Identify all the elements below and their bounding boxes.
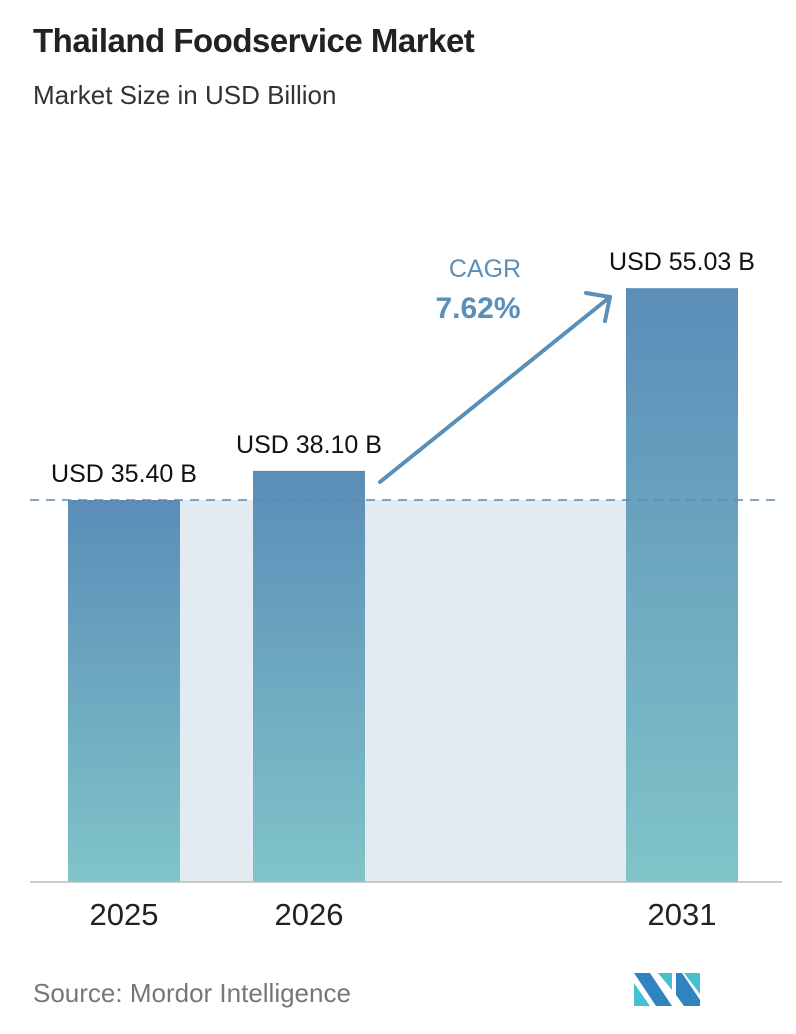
x-tick-2025: 2025: [90, 897, 159, 932]
cagr-value: 7.62%: [435, 292, 520, 325]
bar-2031: [626, 288, 738, 882]
data-label-2025: USD 35.40 B: [51, 460, 197, 488]
data-label-2031: USD 55.03 B: [609, 248, 755, 276]
cagr-arrow-icon: [378, 291, 612, 484]
mordor-logo-icon: [634, 973, 700, 1006]
baseline-band: [180, 500, 626, 882]
source-note: Source: Mordor Intelligence: [33, 978, 351, 1008]
bar-2026: [253, 470, 365, 882]
x-tick-2031: 2031: [648, 897, 717, 932]
x-tick-2026: 2026: [275, 897, 344, 932]
data-label-2026: USD 38.10 B: [236, 431, 382, 459]
bar-2025: [68, 500, 180, 882]
chart-title: Thailand Foodservice Market: [33, 22, 475, 59]
chart-subtitle: Market Size in USD Billion: [33, 80, 337, 110]
cagr-label: CAGR: [449, 255, 521, 283]
